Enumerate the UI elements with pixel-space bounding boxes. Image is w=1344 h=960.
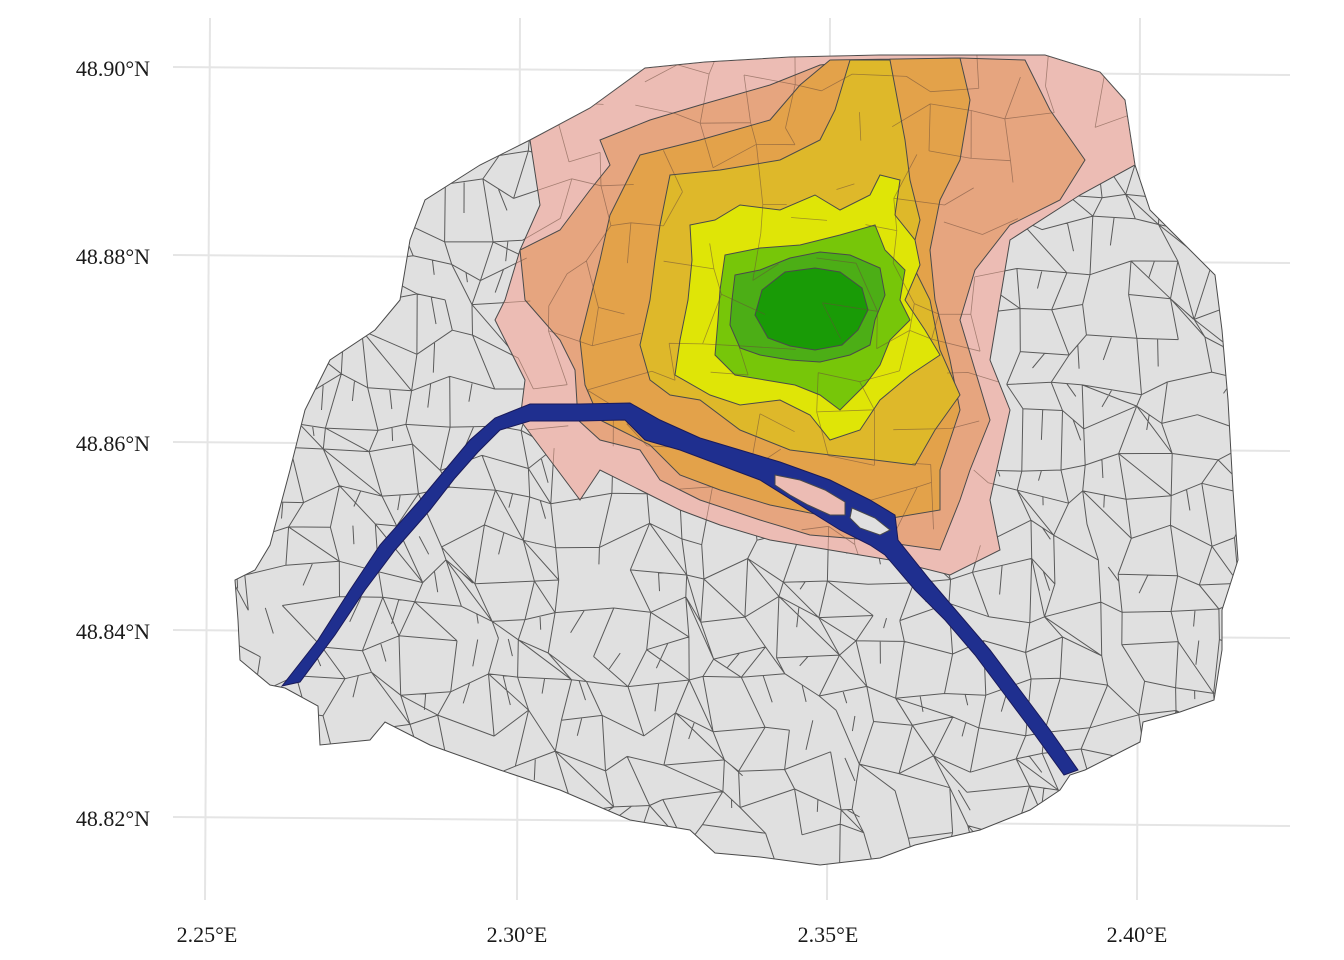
y-tick-label: 48.82°N bbox=[76, 806, 150, 831]
gridline-lon-2-25 bbox=[204, 17, 211, 901]
isochrone-zones bbox=[494, 55, 1136, 576]
y-tick-label: 48.84°N bbox=[76, 619, 150, 644]
y-tick-label: 48.86°N bbox=[76, 431, 150, 456]
y-tick-label: 48.88°N bbox=[76, 244, 150, 269]
x-tick-label: 2.40°E bbox=[1107, 922, 1168, 947]
ile-saint-louis bbox=[849, 507, 891, 536]
x-axis: 2.25°E 2.30°E 2.35°E 2.40°E bbox=[177, 922, 1168, 947]
ile-de-la-cite bbox=[774, 474, 846, 516]
y-axis: 48.90°N 48.88°N 48.86°N 48.84°N 48.82°N bbox=[76, 56, 150, 831]
river-seine bbox=[280, 402, 1079, 776]
x-tick-label: 2.25°E bbox=[177, 922, 238, 947]
zone-level-8 bbox=[754, 267, 869, 351]
y-tick-label: 48.90°N bbox=[76, 56, 150, 81]
x-tick-label: 2.35°E bbox=[798, 922, 859, 947]
x-tick-label: 2.30°E bbox=[487, 922, 548, 947]
